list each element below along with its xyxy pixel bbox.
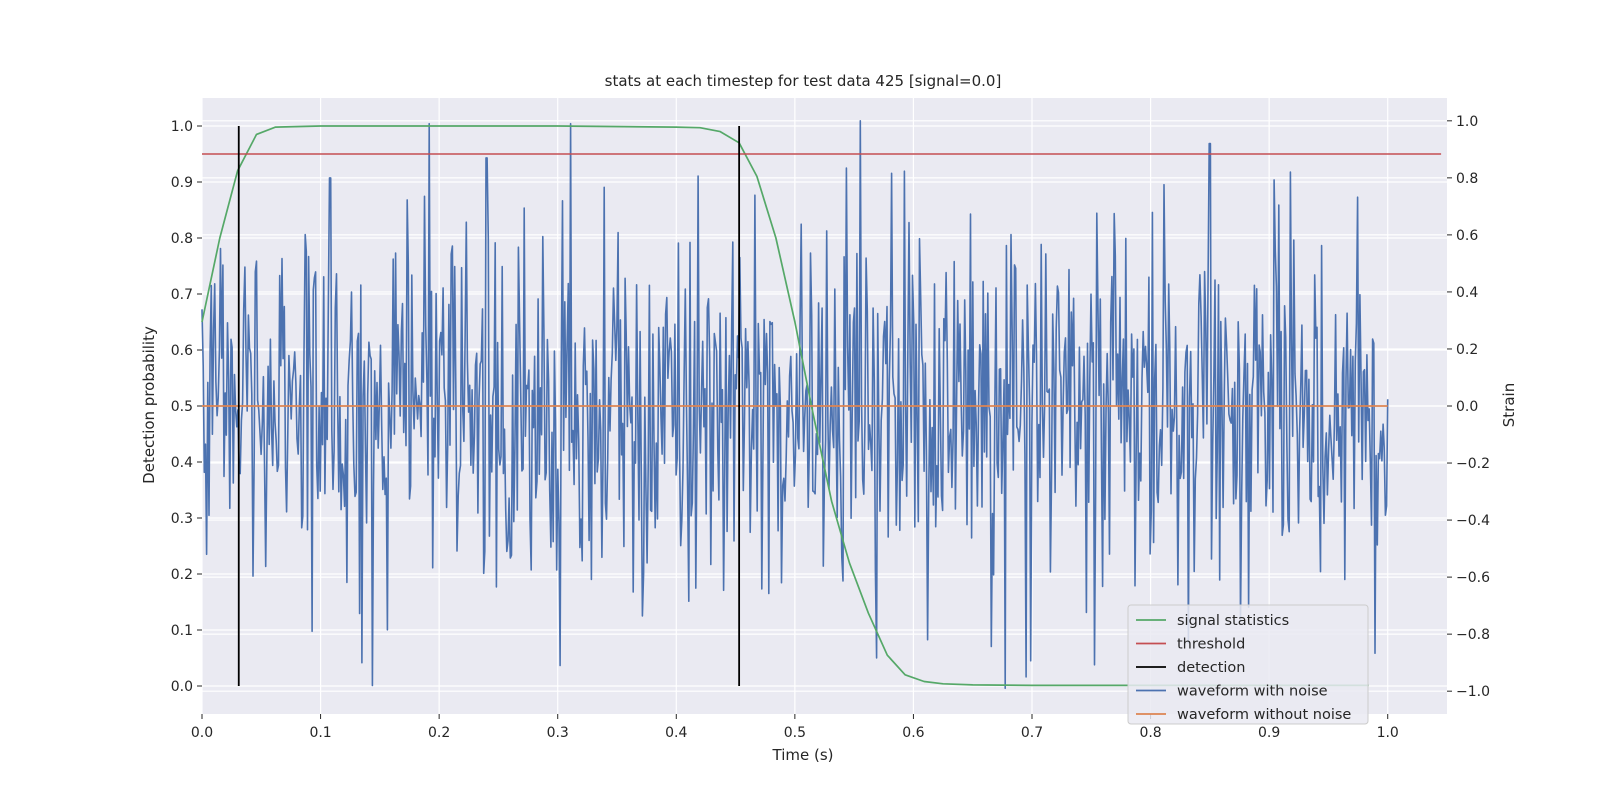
x-tick-label: 1.0: [1377, 725, 1399, 741]
y-tick-label-right: −0.2: [1456, 456, 1490, 472]
y-axis-label-left: Detection probability: [140, 326, 158, 484]
legend-items: signal statistics threshold detection wavef…: [1136, 613, 1351, 723]
y-axis-label-right: Strain: [1500, 383, 1518, 427]
y-tick-label-right: 0.4: [1456, 285, 1478, 301]
y-tick-label-left: 0.8: [171, 231, 193, 247]
x-tick-label: 0.3: [547, 725, 569, 741]
x-tick-label: 0.9: [1258, 725, 1280, 741]
y-tick-label-right: 0.2: [1456, 342, 1478, 358]
x-tick-label: 0.7: [1021, 725, 1043, 741]
y-tick-label-left: 0.1: [171, 623, 193, 639]
x-tick-label: 0.5: [784, 725, 806, 741]
x-axis-label: Time (s): [772, 746, 834, 764]
y-tick-label-left: 0.6: [171, 343, 193, 359]
y-tick-label-right: −0.4: [1456, 513, 1490, 529]
chart-title: stats at each timestep for test data 425…: [605, 72, 1002, 90]
legend-label: detection: [1177, 660, 1245, 676]
y-tick-label-right: 1.0: [1456, 114, 1478, 130]
series-layer: [201, 120, 1442, 690]
x-tick-label: 0.2: [428, 725, 450, 741]
y-tick-label-left: 0.0: [171, 679, 193, 695]
y-tick-label-right: 0.6: [1456, 228, 1478, 244]
x-tick-label: 0.6: [902, 725, 924, 741]
x-tick-label: 0.4: [665, 725, 687, 741]
signal-statistics-line: [201, 125, 1369, 687]
y-tick-label-left: 0.4: [171, 455, 193, 471]
x-tick-label: 0.0: [191, 725, 213, 741]
ticks: 0.0 0.1 0.2 0.3 0.4 0.5 0.6 0.7 0.8 0.9 1.0 0.0 0.1 0…: [171, 114, 1490, 741]
x-tick-label: 0.1: [309, 725, 331, 741]
y-tick-label-left: 0.3: [171, 511, 193, 527]
y-tick-label-left: 0.5: [171, 399, 193, 415]
legend-label: waveform without noise: [1177, 707, 1351, 723]
y-tick-label-right: 0.0: [1456, 399, 1478, 415]
legend-label: waveform with noise: [1177, 684, 1328, 700]
legend-label: signal statistics: [1177, 613, 1289, 629]
y-tick-label-left: 0.9: [171, 175, 193, 191]
y-tick-label-left: 0.2: [171, 567, 193, 583]
y-tick-label-right: −0.6: [1456, 570, 1490, 586]
legend: signal statistics threshold detection wavef…: [1127, 604, 1369, 725]
legend-label: threshold: [1177, 637, 1245, 653]
legend-box: [1127, 604, 1369, 725]
y-tick-label-right: 0.8: [1456, 171, 1478, 187]
waveform-with-noise-line: [201, 120, 1389, 690]
y-tick-label-left: 1.0: [171, 119, 193, 135]
x-tick-label: 0.8: [1139, 725, 1161, 741]
y-tick-label-right: −0.8: [1456, 627, 1490, 643]
y-tick-label-left: 0.7: [171, 287, 193, 303]
y-tick-label-right: −1.0: [1456, 684, 1490, 700]
